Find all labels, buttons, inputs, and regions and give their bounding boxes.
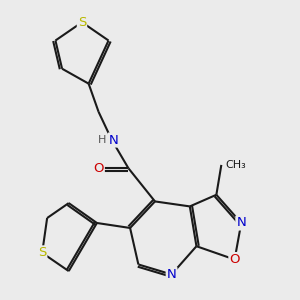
Text: N: N — [236, 217, 246, 230]
Text: N: N — [167, 268, 176, 281]
Text: S: S — [38, 246, 46, 260]
Text: S: S — [78, 16, 86, 29]
Text: N: N — [109, 134, 118, 146]
Text: O: O — [230, 253, 240, 266]
Text: O: O — [93, 162, 104, 175]
Text: CH₃: CH₃ — [225, 160, 246, 170]
Text: H: H — [98, 135, 106, 145]
